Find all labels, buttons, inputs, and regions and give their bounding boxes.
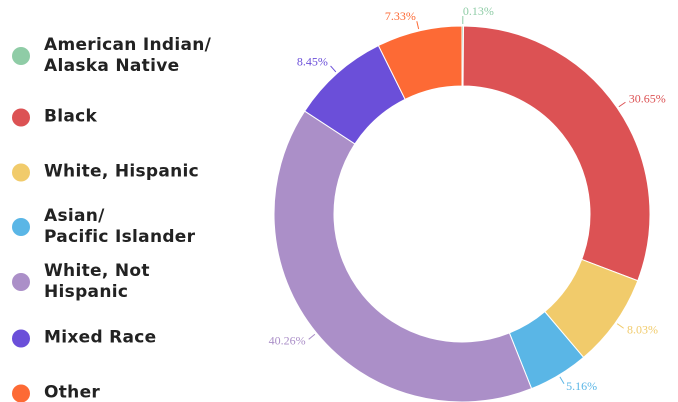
legend-label: American Indian/ Alaska Native [44, 35, 212, 76]
leader-line [308, 333, 316, 340]
donut-slice [462, 25, 651, 282]
legend-item: Other [12, 383, 100, 402]
legend-swatch [12, 108, 30, 126]
leader-line [559, 376, 565, 384]
legend-item: White, Hispanic [12, 162, 199, 183]
donut-slice [273, 110, 533, 402]
legend-label: Black [44, 106, 98, 127]
legend-item: Mixed Race [12, 328, 157, 349]
leader-line [416, 21, 420, 30]
data-label: 7.33% [385, 9, 416, 23]
legend-item: White, Not Hispanic [12, 261, 150, 303]
legend-label: Other [44, 382, 101, 402]
legend-item: American Indian/ Alaska Native [12, 35, 211, 77]
legend-swatch [12, 273, 30, 291]
data-label: 5.16% [566, 379, 597, 393]
legend-item: Asian/ Pacific Islander [12, 206, 195, 248]
legend-label: Mixed Race [44, 327, 157, 348]
data-label: 8.03% [627, 322, 658, 336]
legend-swatch [12, 47, 30, 65]
legend-swatch [12, 218, 30, 236]
legend-swatch [12, 163, 30, 181]
legend-label: Asian/ Pacific Islander [44, 206, 196, 247]
donut-slice [377, 25, 463, 101]
leader-line [616, 323, 624, 329]
legend-swatch [12, 384, 30, 402]
data-label: 0.13% [463, 4, 494, 18]
data-label: 40.26% [269, 334, 306, 348]
leader-line [330, 65, 337, 73]
leader-line [618, 101, 626, 108]
legend-item: Black [12, 107, 97, 128]
data-label: 8.45% [297, 55, 328, 69]
legend-swatch [12, 329, 30, 347]
data-label: 30.65% [629, 92, 666, 106]
legend-label: White, Hispanic [44, 161, 200, 182]
legend-label: White, Not Hispanic [44, 261, 150, 302]
